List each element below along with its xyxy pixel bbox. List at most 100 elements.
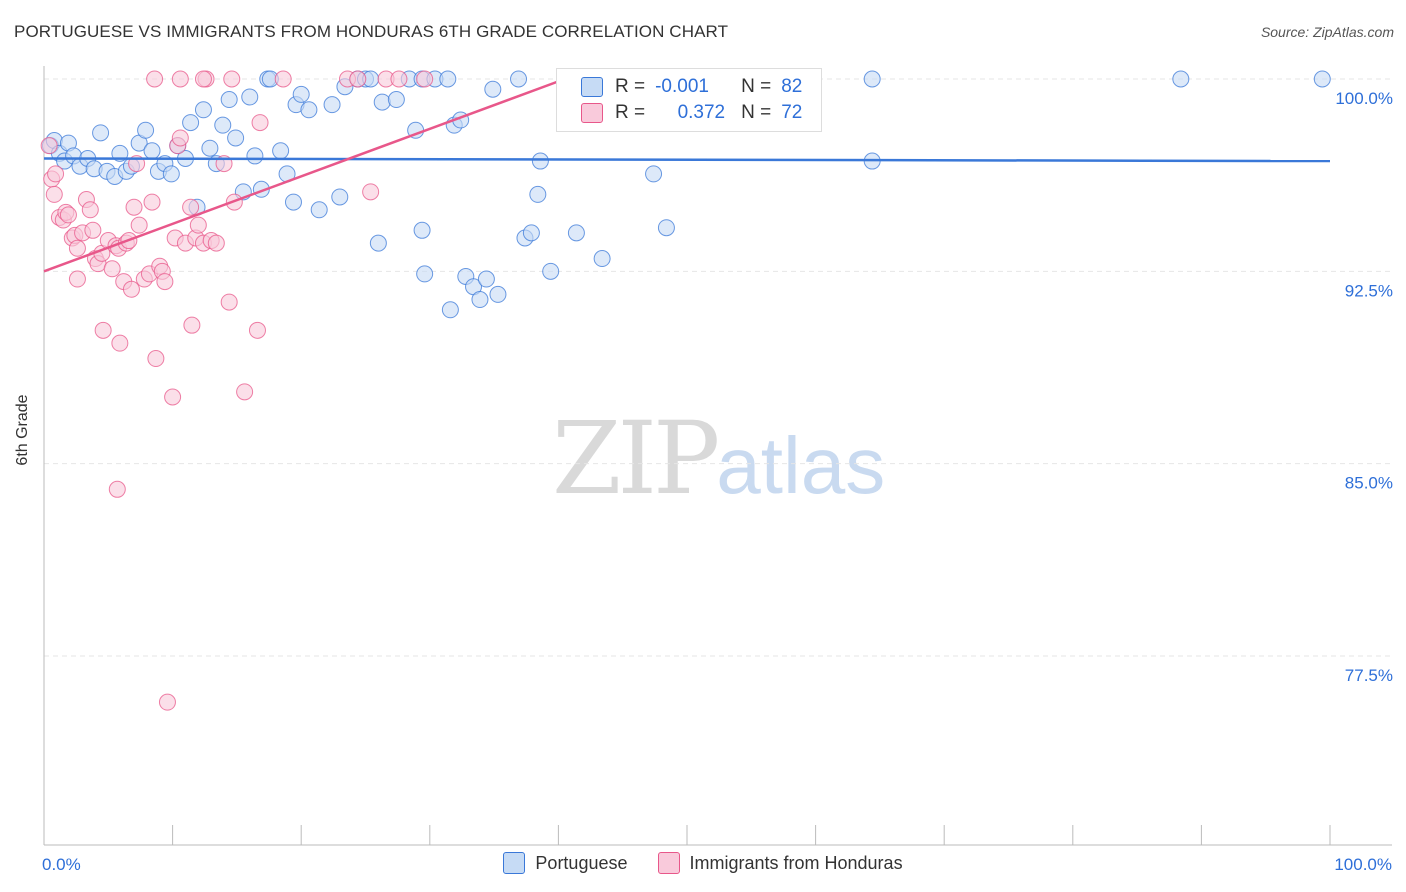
portuguese-point [143, 142, 161, 160]
honduras-point [130, 216, 148, 234]
honduras-point [143, 193, 161, 211]
legend-row-honduras: R = 0.372 N = 72 [581, 101, 802, 125]
portuguese-point [441, 301, 459, 319]
honduras-point [84, 221, 102, 239]
watermark-atlas: atlas [716, 421, 886, 510]
legend-r-label: R = [615, 76, 646, 97]
honduras-point [81, 201, 99, 219]
honduras-point [40, 137, 58, 155]
portuguese-point [489, 285, 507, 303]
portuguese-point [387, 91, 405, 109]
portuguese-point [323, 96, 341, 114]
portuguese-point [194, 101, 212, 119]
portuguese-point [484, 80, 502, 98]
portuguese-point [1313, 70, 1331, 88]
honduras-point [122, 280, 140, 298]
honduras-point [182, 198, 200, 216]
portuguese-point [111, 144, 129, 162]
y-tick-label: 85.0% [1345, 474, 1393, 493]
honduras-point [189, 216, 207, 234]
portuguese-point [241, 88, 259, 106]
portuguese-point [214, 116, 232, 134]
honduras-point [47, 165, 65, 183]
legend-n-label: N = [741, 76, 772, 97]
legend-swatch-pink [581, 103, 603, 123]
honduras-point [146, 70, 164, 88]
honduras-point [94, 321, 112, 339]
honduras-point [158, 693, 176, 711]
honduras-point [108, 480, 126, 498]
chart-title: PORTUGUESE VS IMMIGRANTS FROM HONDURAS 6… [14, 22, 729, 41]
source-credit: Source: ZipAtlas.com [1260, 24, 1394, 40]
honduras-point [183, 316, 201, 334]
portuguese-point [272, 142, 290, 160]
portuguese-point [416, 265, 434, 283]
legend-row-portuguese: R = -0.001 N = 82 [581, 75, 802, 99]
series-legend-label: Portuguese [535, 852, 628, 873]
honduras-point [111, 334, 129, 352]
legend-r-value: 0.372 [677, 102, 726, 123]
y-tick-label: 100.0% [1335, 89, 1393, 108]
portuguese-point [220, 91, 238, 109]
honduras-point [349, 70, 367, 88]
portuguese-point [529, 185, 547, 203]
portuguese-point [331, 188, 349, 206]
honduras-point [45, 185, 63, 203]
honduras-point [147, 350, 165, 368]
watermark: ZIPatlas [552, 400, 885, 517]
honduras-point [223, 70, 241, 88]
portuguese-point [593, 250, 611, 268]
portuguese-point [567, 224, 585, 242]
portuguese-point [522, 224, 540, 242]
portuguese-point [413, 221, 431, 239]
honduras-point [416, 70, 434, 88]
honduras-point [171, 129, 189, 147]
portuguese-point [369, 234, 387, 252]
legend-r-label: R = [615, 102, 646, 123]
series-legend: Portuguese Immigrants from Honduras [0, 852, 1406, 874]
portuguese-point [657, 219, 675, 237]
series-legend-portuguese: Portuguese [503, 852, 628, 874]
series-legend-honduras: Immigrants from Honduras [657, 852, 903, 874]
honduras-point [164, 388, 182, 406]
legend-swatch-blue [581, 77, 603, 97]
series-swatch-pink [657, 852, 680, 874]
portuguese-point [284, 193, 302, 211]
honduras-point [68, 239, 86, 257]
honduras-point [194, 70, 212, 88]
portuguese-point [310, 201, 328, 219]
honduras-point [125, 198, 143, 216]
portuguese-point [182, 114, 200, 132]
portuguese-point [373, 93, 391, 111]
honduras-point [236, 383, 254, 401]
portuguese-point [292, 85, 310, 103]
honduras-point [156, 273, 174, 291]
honduras-point [68, 270, 86, 288]
portuguese-point [92, 124, 110, 142]
portuguese-point [471, 291, 489, 309]
legend-r-value: -0.001 [655, 76, 709, 97]
series-legend-label: Immigrants from Honduras [689, 852, 903, 873]
honduras-point [59, 206, 77, 224]
portuguese-point [246, 147, 264, 165]
honduras-point [248, 321, 266, 339]
honduras-point [362, 183, 380, 201]
x-tick-label: 0.0% [42, 855, 81, 874]
correlation-legend: R = -0.001 N = 82 R = 0.372 N = 72 [556, 68, 822, 132]
portuguese-point [863, 70, 881, 88]
portuguese-point [439, 70, 457, 88]
honduras-point [390, 70, 408, 88]
honduras-point [251, 114, 269, 132]
honduras-point [274, 70, 292, 88]
legend-n-label: N = [741, 102, 772, 123]
honduras-point [171, 70, 189, 88]
watermark-zip: ZIP [552, 400, 720, 517]
portuguese-point [1172, 70, 1190, 88]
y-tick-label: 92.5% [1345, 281, 1393, 300]
y-tick-label: 77.5% [1345, 666, 1393, 685]
series-swatch-blue [503, 852, 526, 874]
honduras-point [220, 293, 238, 311]
portuguese-point [227, 129, 245, 147]
portuguese-point [477, 270, 495, 288]
